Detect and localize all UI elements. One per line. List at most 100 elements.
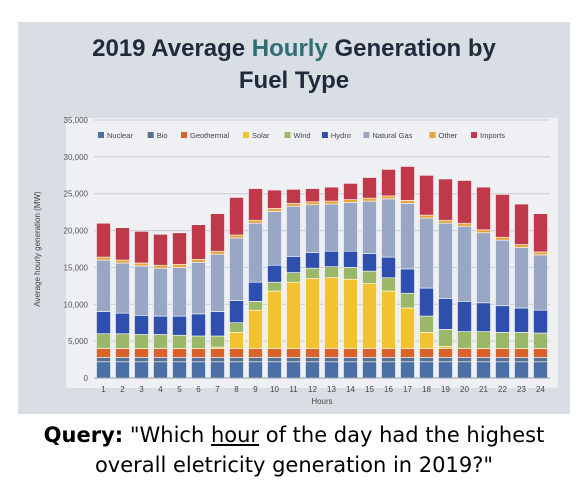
bar-segment [533,309,548,334]
bar-segment [229,357,244,363]
x-tick-label: 14 [346,385,355,394]
bar-segment [134,348,149,358]
y-tick-label: 0 [84,374,89,383]
bar-segment [514,244,529,248]
bar-segment [191,348,206,358]
bar-segment [267,357,282,363]
bar-segment [324,250,339,267]
bar-segment [115,312,130,335]
caption-line-1: Query: "Which hour of the day had the hi… [0,420,588,450]
bar-segment [400,292,415,309]
bar-segment [96,333,111,349]
bar-segment [134,262,149,267]
bar-segment [438,361,453,379]
bar-segment [533,213,548,253]
bar-segment [229,300,244,324]
chart-title-line-2: Fuel Type [239,67,349,94]
bar-segment [153,361,168,379]
legend-swatch [321,132,328,138]
bar-segment [495,236,510,241]
bar-segment [419,174,434,216]
bar-segment [438,348,453,358]
bar-segment [305,357,320,363]
bar-segment [324,361,339,379]
bar-segment [457,348,472,358]
bar-segment [438,357,453,363]
bar-segment [400,348,415,358]
legend-label: Nuclear [107,131,133,140]
bar-segment [362,357,377,363]
bar-segment [381,277,396,292]
bar-segment [96,357,111,363]
bar-segment [134,315,149,335]
bar-segment [134,265,149,316]
bar-segment [514,247,529,309]
bar-segment [305,188,320,203]
bar-segment [514,331,529,349]
y-tick-label: 20,000 [64,227,89,236]
bar-segment [495,194,510,238]
bar-segment [229,237,244,301]
bar-segment [248,357,263,363]
bar-segment [419,331,434,349]
bar-segment [362,361,377,379]
y-tick-label: 25,000 [64,190,89,199]
bar-segment [115,357,130,363]
bar-segment [248,219,263,224]
bar-segment [134,361,149,379]
bar-segment [419,315,434,333]
bar-segment [362,283,377,349]
bar-segment [210,348,225,358]
bar-segment [229,234,244,239]
bar-segment [419,287,434,317]
query-text-after: of the day had the highest [259,423,545,447]
bar-segment [96,259,111,312]
bar-segment [267,211,282,266]
bar-segment [476,331,491,349]
bar-segment [381,290,396,349]
bar-segment [438,329,453,347]
legend-swatch [284,132,291,138]
x-tick-label: 18 [422,385,431,394]
bar-segment [438,222,453,299]
x-tick-label: 9 [253,385,258,394]
x-tick-label: 5 [177,385,182,394]
bar-segment [495,305,510,333]
bar-segment [533,251,548,256]
bar-segment [191,259,206,263]
x-tick-label: 3 [139,385,144,394]
bar-segment [438,219,453,224]
bar-segment [229,197,244,236]
bar-segment [267,208,282,212]
bar-segment [191,357,206,363]
bar-segment [343,183,358,200]
bar-segment [134,357,149,363]
caption-line-2: overall eletricity generation in 2019?" [94,453,494,477]
bar-segment [343,361,358,379]
query-caption: Query: "Which hour of the day had the hi… [0,420,588,480]
bar-segment [305,201,320,206]
bar-segment [172,315,187,336]
bar-segment [229,361,244,379]
bar-segment [267,281,282,292]
bar-segment [343,250,358,268]
bar-segment [381,357,396,363]
bar-segment [343,267,358,280]
bar-segment [419,357,434,363]
bar-segment [476,229,491,234]
legend-label: Other [439,131,458,140]
bar-segment [286,205,301,257]
bar-segment [324,203,339,252]
bar-segment [305,267,320,279]
bar-segment [248,361,263,379]
bar-segment [153,357,168,363]
bar-segment [191,224,206,260]
bar-segment [248,188,263,221]
bar-segment [115,348,130,358]
bar-segment [514,307,529,333]
bar-segment [248,348,263,358]
bar-segment [457,331,472,349]
bar-segment [324,200,339,205]
bar-segment [400,200,415,204]
legend-swatch [98,132,104,138]
